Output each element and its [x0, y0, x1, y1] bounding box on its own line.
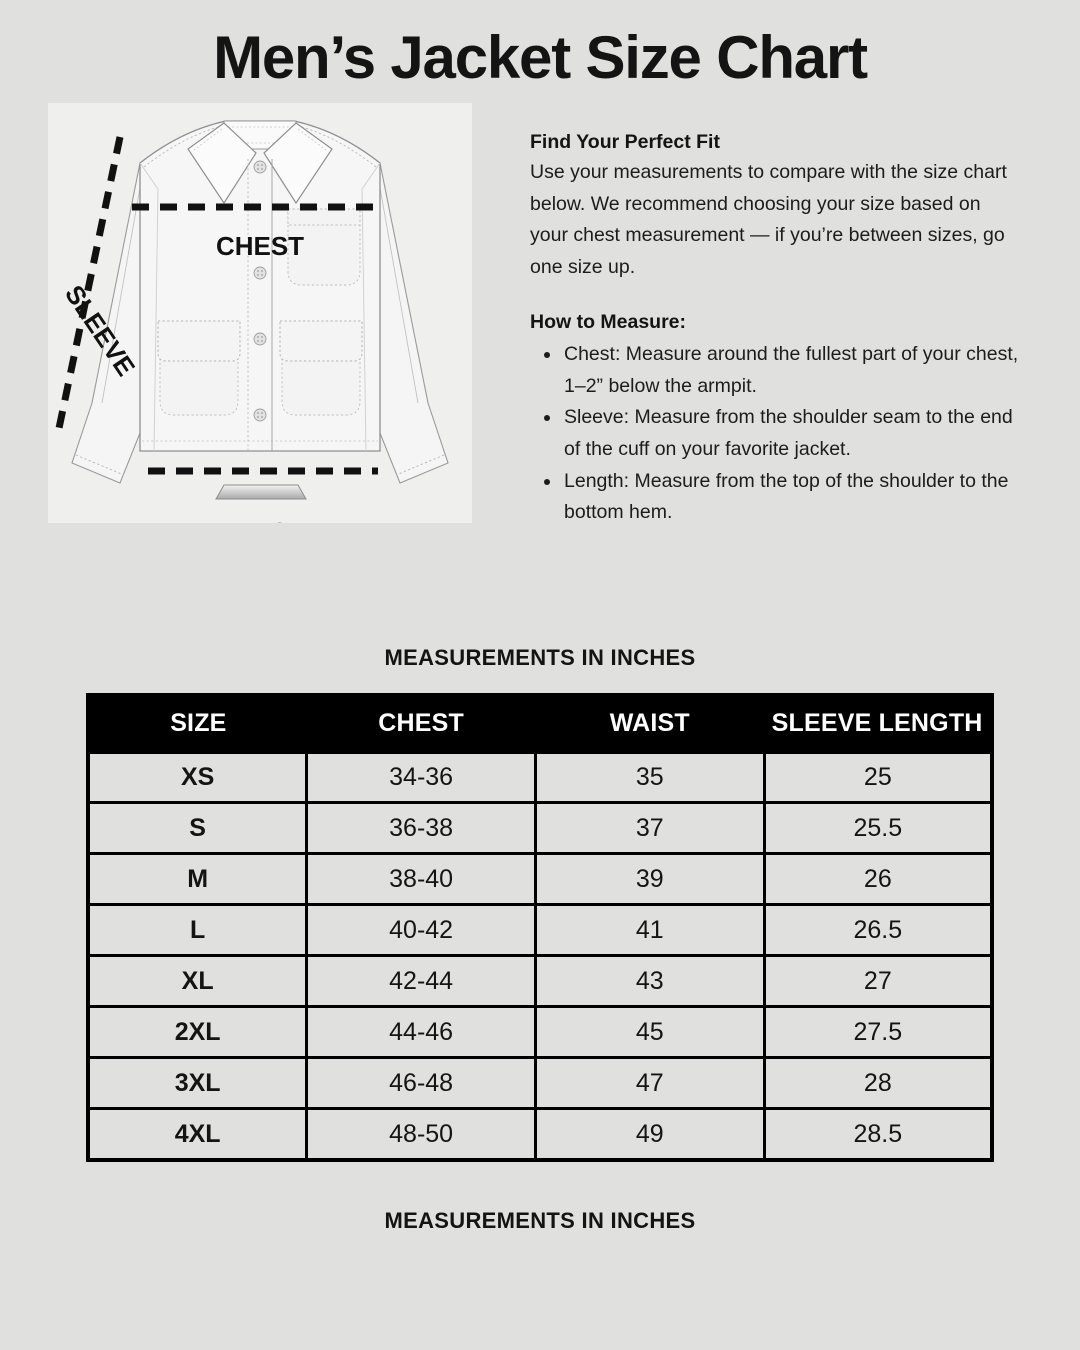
- list-item: Sleeve: Measure from the shoulder seam t…: [530, 402, 1030, 465]
- cell-size: 4XL: [86, 1107, 309, 1162]
- sleeve-measure-line: [54, 136, 124, 434]
- measurements-caption-bottom: MEASUREMENTS IN INCHES: [384, 1207, 696, 1233]
- cell-chest: 44-46: [305, 1005, 537, 1060]
- lower-pockets-icon: [157, 320, 363, 416]
- cell-size: 2XL: [86, 1005, 309, 1060]
- table-row: XL 42-44 43 27: [86, 954, 994, 1009]
- measure-instructions-list: Chest: Measure around the fullest part o…: [530, 339, 1030, 528]
- table-row: 3XL 46-48 47 28: [86, 1056, 994, 1111]
- size-chart-table: SIZE CHEST WAIST SLEEVE LENGTH XS 34-36 …: [86, 692, 994, 1162]
- table-row: 4XL 48-50 49 28.5: [86, 1107, 994, 1162]
- cell-waist: 37: [533, 801, 766, 856]
- cell-waist: 35: [533, 750, 766, 805]
- cell-chest: 40-42: [305, 903, 537, 958]
- table-row: S 36-38 37 25.5: [86, 801, 994, 856]
- column-header-waist: WAIST: [535, 694, 765, 752]
- cell-size: L: [86, 903, 309, 958]
- table-row: 2XL 44-46 45 27.5: [86, 1005, 994, 1060]
- cell-chest: 34-36: [305, 750, 537, 805]
- top-section: CHEST WAIST SLEEVE Find Your Perfect Fit…: [0, 89, 1080, 529]
- cell-chest: 48-50: [305, 1107, 537, 1162]
- jacket-diagram-svg: CHEST WAIST SLEEVE: [54, 120, 449, 523]
- cell-size: XL: [86, 954, 309, 1009]
- cell-waist: 41: [533, 903, 766, 958]
- cell-sleeve: 25: [762, 750, 994, 805]
- cell-sleeve: 26: [762, 852, 994, 907]
- cell-sleeve: 26.5: [762, 903, 994, 958]
- table-row: L 40-42 41 26.5: [86, 903, 994, 958]
- cell-size: XS: [86, 750, 309, 805]
- jacket-illustration-panel: CHEST WAIST SLEEVE: [48, 103, 472, 523]
- fit-paragraph: Use your measurements to compare with th…: [530, 161, 1007, 278]
- measurements-caption-top: MEASUREMENTS IN INCHES: [384, 644, 696, 670]
- cell-waist: 49: [533, 1107, 766, 1162]
- cell-waist: 39: [533, 852, 766, 907]
- cell-waist: 43: [533, 954, 766, 1009]
- chest-label: CHEST: [216, 231, 304, 261]
- cell-sleeve: 25.5: [762, 801, 994, 856]
- cell-size: S: [86, 801, 309, 856]
- cell-sleeve: 28.5: [762, 1107, 994, 1162]
- table-row: XS 34-36 35 25: [86, 750, 994, 805]
- cell-waist: 47: [533, 1056, 766, 1111]
- waist-label: WAIST: [222, 517, 304, 523]
- fit-info-column: Find Your Perfect Fit Use your measureme…: [472, 103, 1044, 529]
- cell-sleeve: 28: [762, 1056, 994, 1111]
- fit-heading: Find Your Perfect Fit: [530, 131, 720, 153]
- size-table-wrapper: SIZE CHEST WAIST SLEEVE LENGTH XS 34-36 …: [86, 692, 994, 1162]
- cell-size: 3XL: [86, 1056, 309, 1111]
- list-item: Length: Measure from the top of the shou…: [530, 466, 1030, 529]
- cell-chest: 38-40: [305, 852, 537, 907]
- right-sleeve-icon: [375, 162, 449, 484]
- cell-chest: 46-48: [305, 1056, 537, 1111]
- column-header-sleeve: SLEEVE LENGTH: [764, 694, 992, 752]
- button-placket-icon: [247, 159, 273, 451]
- page-title: Men’s Jacket Size Chart: [213, 24, 868, 91]
- collar-icon: [187, 120, 333, 205]
- cell-chest: 42-44: [305, 954, 537, 1009]
- table-row: M 38-40 39 26: [86, 852, 994, 907]
- cell-size: M: [86, 852, 309, 907]
- hem-tab-icon: [215, 484, 307, 500]
- list-item: Chest: Measure around the fullest part o…: [530, 339, 1030, 402]
- column-header-chest: CHEST: [306, 694, 536, 752]
- table-header-row: SIZE CHEST WAIST SLEEVE LENGTH: [88, 694, 992, 752]
- cell-waist: 45: [533, 1005, 766, 1060]
- measure-heading: How to Measure:: [530, 311, 687, 334]
- column-header-size: SIZE: [88, 694, 307, 752]
- size-table-body: XS 34-36 35 25 S 36-38 37 25.5 M 38-40 3…: [86, 750, 994, 1162]
- cell-sleeve: 27.5: [762, 1005, 994, 1060]
- cell-sleeve: 27: [762, 954, 994, 1009]
- chest-pocket-icon: [287, 208, 361, 286]
- cell-chest: 36-38: [305, 801, 537, 856]
